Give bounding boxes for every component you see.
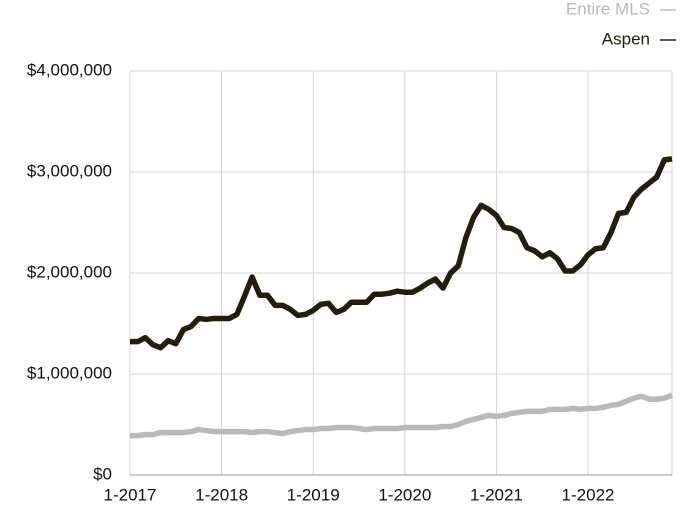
x-tick-label: 1-2022	[562, 485, 615, 504]
data-line	[130, 392, 674, 439]
x-tick-label: 1-2019	[287, 485, 340, 504]
y-tick-label: $1,000,000	[27, 363, 112, 382]
y-tick-label: $4,000,000	[27, 60, 112, 79]
y-tick-label: $0	[93, 464, 112, 483]
data-line	[130, 156, 673, 351]
legend-label: Aspen	[602, 29, 650, 48]
x-tick-label: 1-2020	[378, 485, 431, 504]
y-tick-label: $2,000,000	[27, 262, 112, 281]
x-tick-label: 1-2021	[470, 485, 523, 504]
x-tick-label: 1-2018	[195, 485, 248, 504]
y-tick-label: $3,000,000	[27, 161, 112, 180]
legend-label: Entire MLS	[566, 0, 650, 18]
x-tick-label: 1-2017	[104, 485, 157, 504]
